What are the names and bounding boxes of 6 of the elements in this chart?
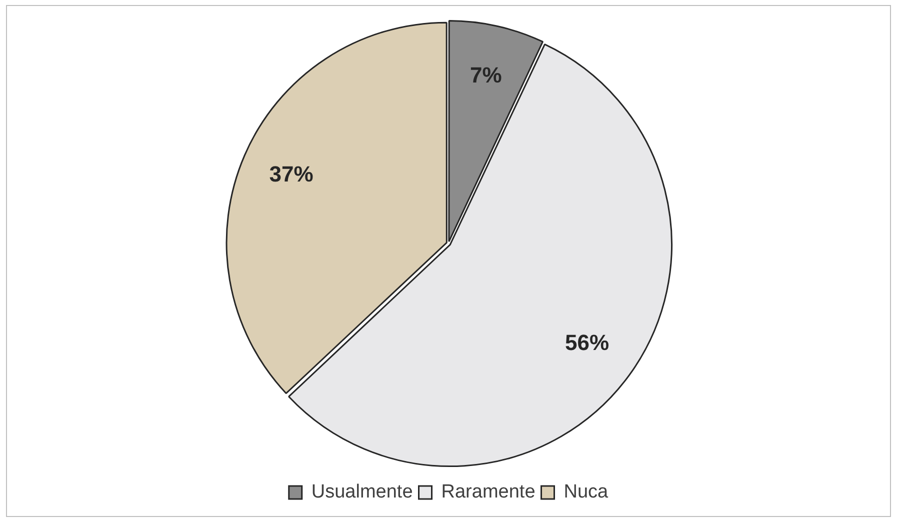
data-label: 56%: [565, 330, 610, 356]
legend-label: Usualmente: [311, 482, 413, 503]
legend-label: Raramente: [441, 482, 536, 503]
data-label: 7%: [470, 62, 502, 88]
data-label: 37%: [269, 162, 314, 187]
legend-label: Nuca: [564, 482, 609, 503]
